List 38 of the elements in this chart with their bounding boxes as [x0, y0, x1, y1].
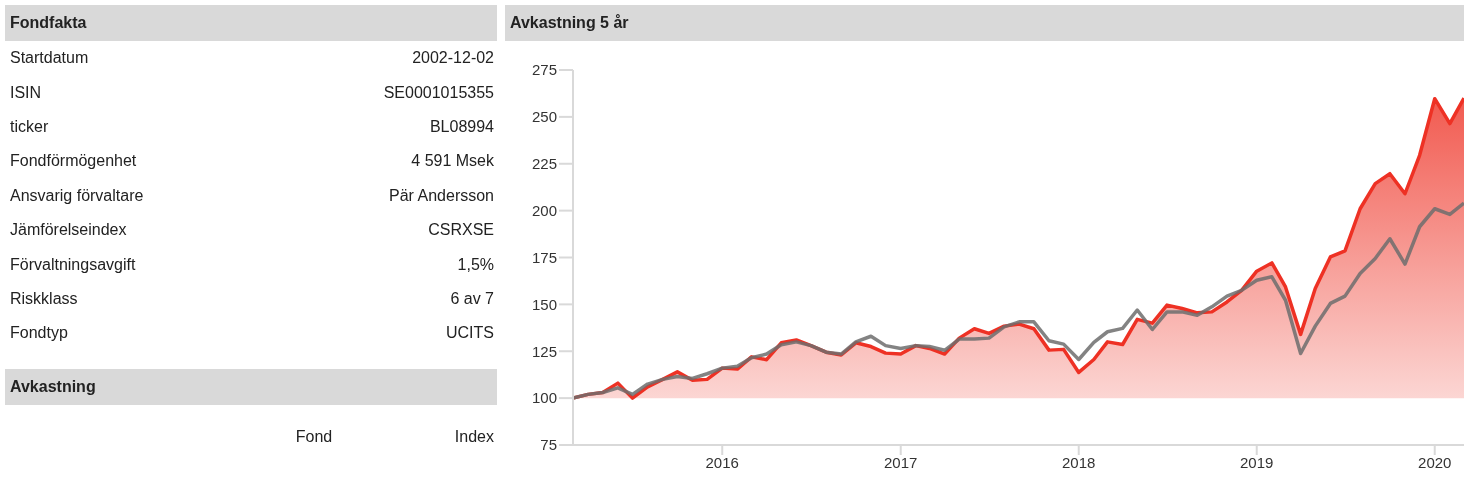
y-tick-label: 225 — [531, 155, 557, 173]
text: 1,5% — [457, 255, 494, 274]
text: Fond — [294, 428, 334, 446]
chart-title: Avkastning 5 år — [505, 5, 1464, 41]
text: Ansvarig förvaltare — [10, 186, 144, 205]
text: Riskklass — [10, 289, 78, 308]
text: SE0001015355 — [383, 83, 494, 102]
y-tick-label: 275 — [531, 61, 557, 79]
text: UCITS — [446, 324, 494, 343]
text: ticker — [10, 117, 49, 136]
text: Startdatum — [10, 49, 89, 68]
text: BL08994 — [429, 117, 494, 136]
text: ISIN — [10, 83, 42, 102]
x-tick-label: 2016 — [705, 453, 739, 471]
y-tick-label: 100 — [531, 389, 557, 407]
y-tick-label: 250 — [531, 108, 557, 126]
line-series — [573, 201, 1464, 400]
x-tick-label: 2018 — [1062, 453, 1096, 471]
text: Förvaltningsavgift — [10, 255, 136, 274]
x-tick-label: 2017 — [884, 453, 918, 471]
y-tick-label: 175 — [531, 248, 557, 266]
y-tick-label: 150 — [531, 295, 557, 313]
y-tick-label: 75 — [540, 436, 557, 454]
text: Fondtyp — [10, 324, 68, 343]
text: Pär Andersson — [389, 186, 494, 205]
text: 6 av 7 — [450, 289, 494, 308]
text: 4 591 Msek — [411, 152, 494, 171]
x-tick-label: 2019 — [1240, 453, 1274, 471]
x-tick-label: 2020 — [1418, 453, 1452, 471]
text: Jämförelseindex — [10, 221, 127, 240]
y-tick-label: 200 — [531, 201, 557, 219]
text: Fondförmögenhet — [10, 152, 137, 171]
y-tick-label: 125 — [531, 342, 557, 360]
text: Avkastning — [5, 369, 497, 405]
text: Fondfakta — [5, 5, 497, 41]
text: CSRXSE — [428, 221, 494, 240]
text: 2002-12-02 — [412, 49, 494, 68]
text: Index — [453, 428, 494, 446]
